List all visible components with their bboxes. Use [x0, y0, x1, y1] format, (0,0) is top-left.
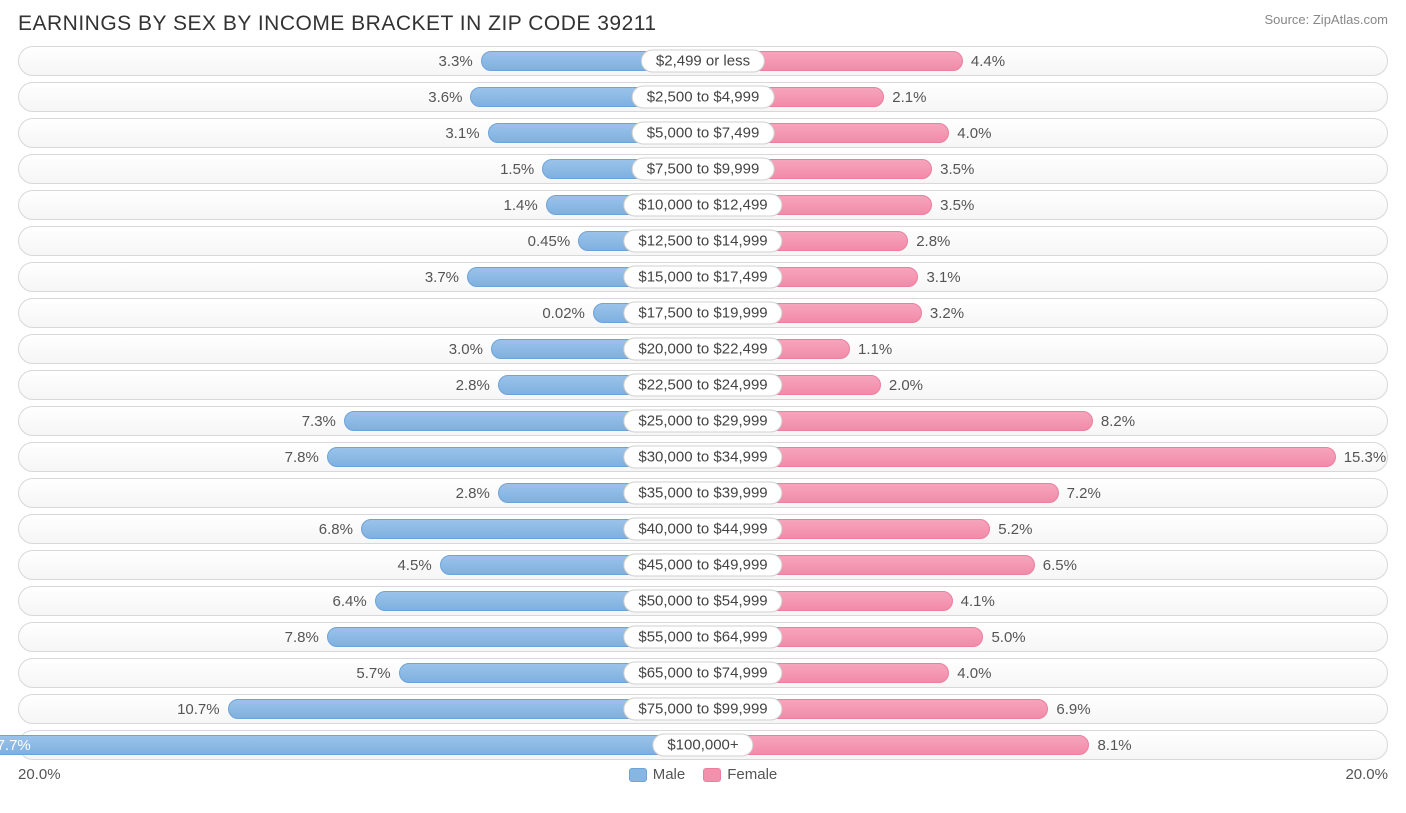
female-value: 6.9%: [1048, 695, 1090, 723]
male-value: 0.45%: [528, 227, 579, 255]
chart-header: EARNINGS BY SEX BY INCOME BRACKET IN ZIP…: [18, 12, 1388, 36]
chart-source: Source: ZipAtlas.com: [1264, 12, 1388, 27]
female-value: 6.5%: [1035, 551, 1077, 579]
legend: Male Female: [629, 766, 778, 783]
legend-male-label: Male: [653, 766, 686, 783]
male-value: 2.8%: [456, 479, 498, 507]
chart-row: 0.02% 3.2% $17,500 to $19,999: [18, 298, 1388, 328]
chart-row: 0.45% 2.8% $12,500 to $14,999: [18, 226, 1388, 256]
category-label: $10,000 to $12,499: [623, 194, 782, 217]
male-value: 5.7%: [356, 659, 398, 687]
chart-row: 7.8% 5.0% $55,000 to $64,999: [18, 622, 1388, 652]
female-value: 3.2%: [922, 299, 964, 327]
female-value: 4.1%: [953, 587, 995, 615]
chart-row: 2.8% 7.2% $35,000 to $39,999: [18, 478, 1388, 508]
male-swatch-icon: [629, 768, 647, 782]
male-value: 7.3%: [302, 407, 344, 435]
male-value: 3.3%: [439, 47, 481, 75]
category-label: $2,499 or less: [641, 50, 765, 73]
chart-row: 6.8% 5.2% $40,000 to $44,999: [18, 514, 1388, 544]
chart-row: 17.7%8.1%$100,000+: [18, 730, 1388, 760]
category-label: $30,000 to $34,999: [623, 446, 782, 469]
category-label: $55,000 to $64,999: [623, 626, 782, 649]
category-label: $75,000 to $99,999: [623, 698, 782, 721]
male-value: 4.5%: [397, 551, 439, 579]
female-value: 8.2%: [1093, 407, 1135, 435]
chart-row: 3.1% 4.0% $5,000 to $7,499: [18, 118, 1388, 148]
female-value: 3.5%: [932, 191, 974, 219]
category-label: $65,000 to $74,999: [623, 662, 782, 685]
category-label: $50,000 to $54,999: [623, 590, 782, 613]
chart-title: EARNINGS BY SEX BY INCOME BRACKET IN ZIP…: [18, 12, 657, 36]
chart-row: 7.3% 8.2% $25,000 to $29,999: [18, 406, 1388, 436]
chart-row: 3.6% 2.1% $2,500 to $4,999: [18, 82, 1388, 112]
category-label: $17,500 to $19,999: [623, 302, 782, 325]
chart-row: 6.4% 4.1% $50,000 to $54,999: [18, 586, 1388, 616]
male-value: 1.5%: [500, 155, 542, 183]
category-label: $5,000 to $7,499: [632, 122, 775, 145]
female-bar: [703, 447, 1336, 467]
female-value: 3.1%: [918, 263, 960, 291]
chart-footer: 20.0% Male Female 20.0%: [18, 766, 1388, 783]
diverging-bar-chart: 3.3% 4.4% $2,499 or less 3.6% 2.1% $2,500 to …: [18, 46, 1388, 760]
female-value: 2.8%: [908, 227, 950, 255]
category-label: $12,500 to $14,999: [623, 230, 782, 253]
chart-row: 2.8% 2.0% $22,500 to $24,999: [18, 370, 1388, 400]
chart-row: 3.0% 1.1% $20,000 to $22,499: [18, 334, 1388, 364]
male-value: 3.1%: [445, 119, 487, 147]
male-value: 1.4%: [503, 191, 545, 219]
female-value: 4.4%: [963, 47, 1005, 75]
chart-row: 7.8% 15.3% $30,000 to $34,999: [18, 442, 1388, 472]
legend-item-male: Male: [629, 766, 686, 783]
female-value: 1.1%: [850, 335, 892, 363]
chart-row: 5.7% 4.0% $65,000 to $74,999: [18, 658, 1388, 688]
axis-left-max: 20.0%: [18, 766, 61, 783]
chart-row: 10.7% 6.9% $75,000 to $99,999: [18, 694, 1388, 724]
female-swatch-icon: [703, 768, 721, 782]
chart-row: 3.3% 4.4% $2,499 or less: [18, 46, 1388, 76]
female-bar: [703, 735, 1089, 755]
category-label: $40,000 to $44,999: [623, 518, 782, 541]
male-value: 2.8%: [456, 371, 498, 399]
chart-row: 4.5% 6.5% $45,000 to $49,999: [18, 550, 1388, 580]
legend-female-label: Female: [727, 766, 777, 783]
chart-row: 1.4% 3.5% $10,000 to $12,499: [18, 190, 1388, 220]
category-label: $100,000+: [652, 734, 753, 757]
chart-row: 3.7% 3.1% $15,000 to $17,499: [18, 262, 1388, 292]
female-value: 5.0%: [983, 623, 1025, 651]
category-label: $22,500 to $24,999: [623, 374, 782, 397]
chart-row: 1.5% 3.5% $7,500 to $9,999: [18, 154, 1388, 184]
male-value: 6.4%: [332, 587, 374, 615]
female-value: 5.2%: [990, 515, 1032, 543]
male-value: 7.8%: [285, 443, 327, 471]
male-value: 0.02%: [542, 299, 593, 327]
category-label: $15,000 to $17,499: [623, 266, 782, 289]
female-value: 8.1%: [1089, 731, 1131, 759]
male-value: 10.7%: [177, 695, 228, 723]
female-value: 4.0%: [949, 659, 991, 687]
category-label: $2,500 to $4,999: [632, 86, 775, 109]
male-value: 3.0%: [449, 335, 491, 363]
male-value: 3.6%: [428, 83, 470, 111]
female-value: 7.2%: [1059, 479, 1101, 507]
male-value: 3.7%: [425, 263, 467, 291]
male-value: 17.7%: [0, 731, 697, 759]
legend-item-female: Female: [703, 766, 777, 783]
female-value: 4.0%: [949, 119, 991, 147]
category-label: $35,000 to $39,999: [623, 482, 782, 505]
female-value: 15.3%: [1336, 443, 1387, 471]
category-label: $20,000 to $22,499: [623, 338, 782, 361]
female-value: 2.1%: [884, 83, 926, 111]
category-label: $25,000 to $29,999: [623, 410, 782, 433]
category-label: $7,500 to $9,999: [632, 158, 775, 181]
male-value: 7.8%: [285, 623, 327, 651]
axis-right-max: 20.0%: [1345, 766, 1388, 783]
female-value: 2.0%: [881, 371, 923, 399]
category-label: $45,000 to $49,999: [623, 554, 782, 577]
male-value: 6.8%: [319, 515, 361, 543]
female-value: 3.5%: [932, 155, 974, 183]
